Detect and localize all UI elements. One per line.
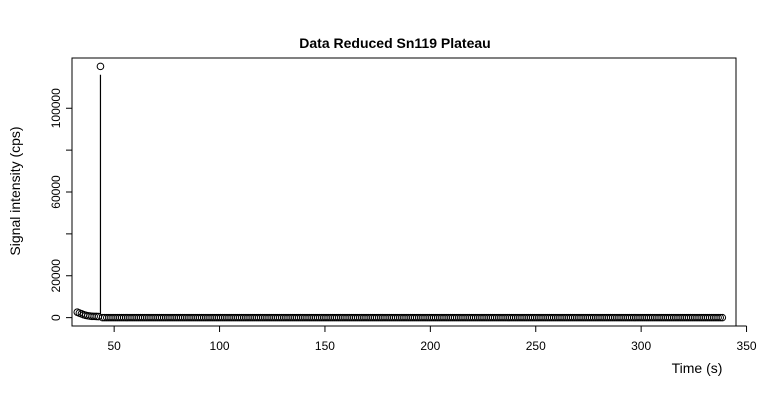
data-point [90, 312, 98, 321]
data-point [716, 313, 724, 322]
data-point [714, 313, 722, 322]
y-tick-label: 0 [49, 314, 63, 321]
y-axis-label: Signal intensity (cps) [7, 126, 23, 255]
x-axis: 50 100 150 200 250 300 350 [107, 325, 757, 353]
x-tick-label: 200 [420, 339, 440, 353]
data-point [96, 62, 105, 71]
x-tick-label: 150 [315, 339, 335, 353]
x-axis-label: Time (s) [672, 360, 723, 376]
y-axis: 0 20000 60000 100000 [49, 88, 73, 321]
plot-frame [71, 57, 737, 327]
data-point [718, 313, 727, 322]
x-tick-label: 350 [737, 339, 757, 353]
x-tick-label: 100 [210, 339, 230, 353]
chart-title: Data Reduced Sn119 Plateau [299, 35, 490, 51]
x-tick-label: 250 [526, 339, 546, 353]
x-tick-label: 300 [631, 339, 651, 353]
y-tick-label: 20000 [49, 259, 63, 293]
x-tick-label: 50 [107, 339, 121, 353]
y-tick-label: 60000 [49, 175, 63, 209]
y-tick-label: 100000 [49, 88, 63, 128]
data-points [73, 62, 727, 322]
